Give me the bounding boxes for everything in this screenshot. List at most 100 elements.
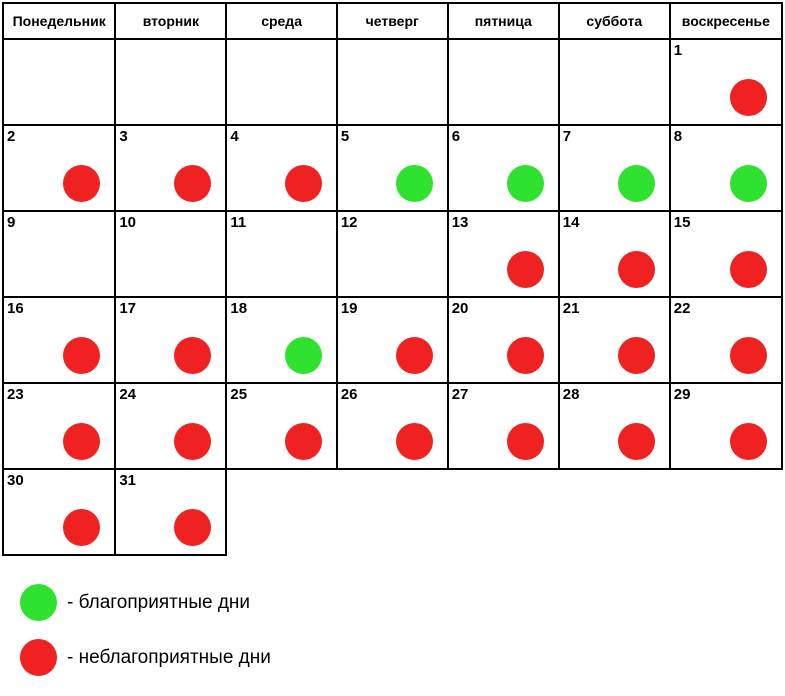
day-number: 23 — [7, 386, 24, 403]
calendar-cell: 8 — [670, 125, 782, 211]
good-day-dot — [396, 165, 433, 202]
day-number: 19 — [341, 300, 358, 317]
bad-day-dot — [396, 423, 433, 460]
calendar-cell: 10 — [115, 211, 226, 297]
day-number: 28 — [563, 386, 580, 403]
bad-day-dot — [507, 251, 544, 288]
calendar-cell — [226, 39, 336, 125]
calendar-cell — [670, 469, 782, 555]
weekday-header: Понедельник — [3, 3, 115, 39]
legend-label: - благоприятные дни — [67, 592, 250, 614]
day-number: 11 — [230, 214, 246, 231]
bad-day-dot — [174, 509, 211, 546]
calendar-cell — [559, 39, 670, 125]
day-number: 5 — [341, 128, 349, 145]
good-day-dot — [285, 337, 322, 374]
calendar-body: 1234567891011121314151617181920212223242… — [3, 39, 782, 555]
day-number: 3 — [119, 128, 127, 145]
calendar-cell: 22 — [670, 297, 782, 383]
calendar-cell: 14 — [559, 211, 670, 297]
bad-day-dot — [618, 251, 655, 288]
legend-label: - неблагоприятные дни — [67, 647, 271, 669]
legend-bad-dot — [20, 639, 57, 676]
day-number: 18 — [230, 300, 247, 317]
calendar-cell — [448, 39, 559, 125]
calendar-cell: 17 — [115, 297, 226, 383]
calendar-cell: 12 — [337, 211, 448, 297]
day-number: 2 — [7, 128, 15, 145]
calendar-cell: 28 — [559, 383, 670, 469]
bad-day-dot — [396, 337, 433, 374]
bad-day-dot — [63, 423, 100, 460]
day-number: 4 — [230, 128, 238, 145]
bad-day-dot — [507, 337, 544, 374]
calendar-cell — [226, 469, 336, 555]
day-number: 14 — [563, 214, 580, 231]
calendar-cell: 20 — [448, 297, 559, 383]
calendar-cell: 26 — [337, 383, 448, 469]
calendar-cell: 18 — [226, 297, 336, 383]
calendar-cell — [337, 39, 448, 125]
calendar-cell: 25 — [226, 383, 336, 469]
calendar-row: 1 — [3, 39, 782, 125]
calendar-row: 23 24 25 2627 28 29 — [3, 383, 782, 469]
calendar-cell — [3, 39, 115, 125]
calendar-row: 2 3 4 5 6 78 — [3, 125, 782, 211]
calendar-cell: 27 — [448, 383, 559, 469]
day-number: 25 — [230, 386, 247, 403]
calendar-cell: 2 — [3, 125, 115, 211]
legend-item: - благоприятные дни — [20, 584, 785, 621]
good-day-dot — [507, 165, 544, 202]
calendar-cell: 1 — [670, 39, 782, 125]
calendar-cell: 5 — [337, 125, 448, 211]
calendar-cell: 9 — [3, 211, 115, 297]
bad-day-dot — [618, 423, 655, 460]
day-number: 27 — [452, 386, 469, 403]
weekday-header: пятница — [448, 3, 559, 39]
calendar-cell — [448, 469, 559, 555]
day-number: 16 — [7, 300, 24, 317]
day-number: 20 — [452, 300, 469, 317]
calendar-cell: 15 — [670, 211, 782, 297]
day-number: 1 — [674, 42, 682, 59]
calendar-cell: 7 — [559, 125, 670, 211]
calendar-cell: 21 — [559, 297, 670, 383]
weekday-header: вторник — [115, 3, 226, 39]
day-number: 15 — [674, 214, 691, 231]
calendar-cell: 23 — [3, 383, 115, 469]
bad-day-dot — [285, 165, 322, 202]
good-day-dot — [618, 165, 655, 202]
day-number: 9 — [7, 214, 15, 231]
bad-day-dot — [174, 165, 211, 202]
day-number: 30 — [7, 472, 24, 489]
weekday-header: четверг — [337, 3, 448, 39]
day-number: 21 — [563, 300, 580, 317]
legend-item: - неблагоприятные дни — [20, 639, 785, 676]
calendar-row: 30 31 — [3, 469, 782, 555]
day-number: 22 — [674, 300, 691, 317]
weekday-header-row: Понедельник вторник среда четверг пятниц… — [3, 3, 782, 39]
bad-day-dot — [63, 509, 100, 546]
calendar-cell: 4 — [226, 125, 336, 211]
day-number: 13 — [452, 214, 469, 231]
bad-day-dot — [174, 337, 211, 374]
bad-day-dot — [285, 423, 322, 460]
calendar-cell — [337, 469, 448, 555]
calendar-cell: 19 — [337, 297, 448, 383]
weekday-header: воскресенье — [670, 3, 782, 39]
calendar-cell — [115, 39, 226, 125]
calendar-cell: 24 — [115, 383, 226, 469]
calendar-cell: 29 — [670, 383, 782, 469]
bad-day-dot — [730, 423, 767, 460]
bad-day-dot — [63, 337, 100, 374]
day-number: 8 — [674, 128, 682, 145]
bad-day-dot — [730, 337, 767, 374]
bad-day-dot — [174, 423, 211, 460]
calendar-cell: 31 — [115, 469, 226, 555]
calendar-cell: 30 — [3, 469, 115, 555]
day-number: 24 — [119, 386, 136, 403]
bad-day-dot — [730, 79, 767, 116]
calendar-table: Понедельник вторник среда четверг пятниц… — [2, 2, 783, 556]
weekday-header: среда — [226, 3, 336, 39]
day-number: 6 — [452, 128, 460, 145]
